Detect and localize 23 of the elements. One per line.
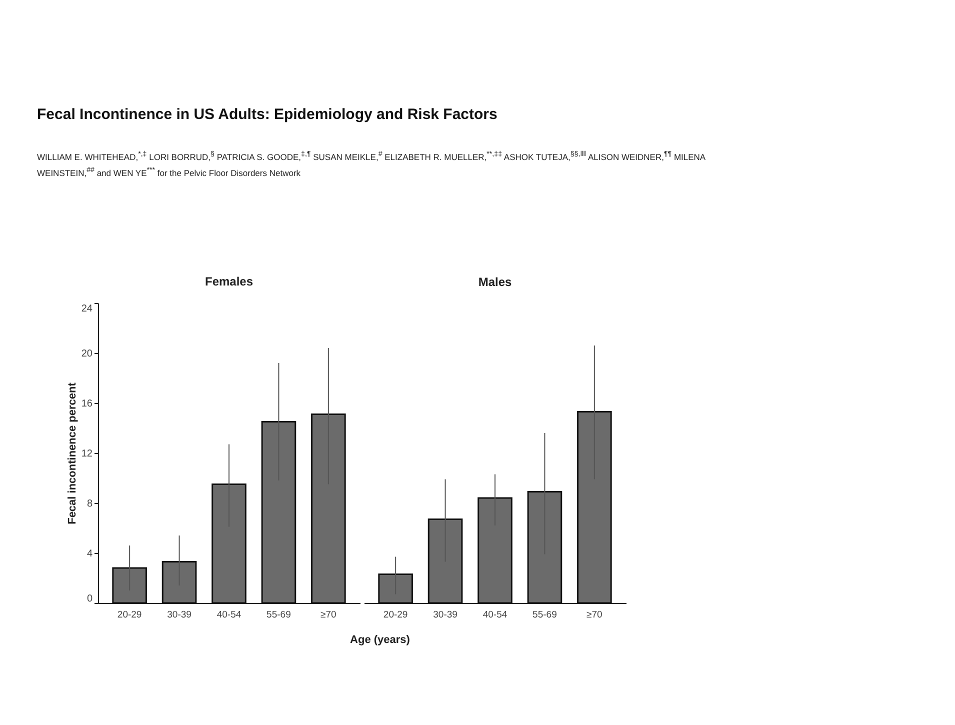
y-tick-label: 4 bbox=[86, 548, 93, 560]
x-tick-label: ≥70 bbox=[320, 610, 336, 620]
text: WILLIAM E. WHITEHEAD,$^{*,‡}$ LORI BORRUD,$^{§}$ PATRICIA S. GOODE,$^{‡,¶}$ SUSAN MEIKLE,$^{#}$ ELIZABETH R. MUELLER,$^{**,‡‡}$ ASHOK TUTEJA,$^{§§,‖‖}$ ALISON WEIDNER,$^{¶¶}$ MILENA WEINSTEIN,$^{##}$ and WEN YE$^{***}$ for the Pelvic Floor Disorders Network bbox=[37, 150, 706, 178]
x-tick-label: 20-29 bbox=[383, 610, 408, 620]
x-tick-label: ≥70 bbox=[586, 610, 602, 620]
y-tick-label: 12 bbox=[81, 448, 93, 460]
chart-title: Females bbox=[204, 274, 254, 288]
x-tick-label: 20-29 bbox=[117, 610, 142, 620]
x-tick-label: 30-39 bbox=[433, 610, 458, 620]
y-tick-label: 8 bbox=[86, 498, 93, 510]
x-tick-label: 30-39 bbox=[167, 610, 192, 620]
x-tick-label: 55-69 bbox=[532, 610, 557, 620]
x-tick-label: 55-69 bbox=[266, 610, 291, 620]
y-axis-title: Fecal incontinence percent bbox=[66, 382, 78, 524]
text: Fecal Incontinence in US Adults: Epidemiology and Risk Factors bbox=[37, 106, 498, 123]
chart-title: Males bbox=[478, 275, 512, 289]
x-axis-title: Age (years) bbox=[349, 634, 411, 646]
x-tick-label: 40-54 bbox=[216, 610, 242, 620]
y-tick-label: 16 bbox=[81, 398, 93, 410]
y-tick-label: 20 bbox=[81, 348, 93, 360]
x-tick-label: 40-54 bbox=[482, 610, 508, 620]
y-tick-label: 0 bbox=[86, 594, 93, 604]
y-tick-label: 24 bbox=[81, 304, 93, 314]
